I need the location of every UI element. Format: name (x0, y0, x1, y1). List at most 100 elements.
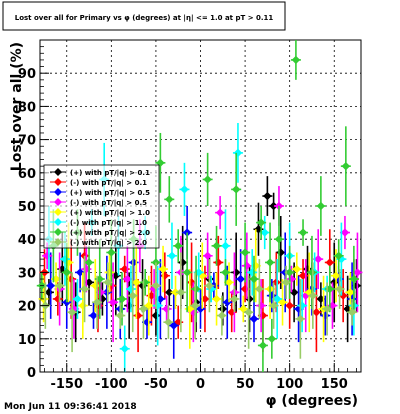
x-tick-label: 50 (236, 377, 254, 392)
data-point (314, 254, 323, 264)
data-point (265, 258, 275, 267)
data-point (129, 258, 138, 267)
data-point (240, 248, 250, 257)
data-point (123, 274, 132, 284)
data-point (190, 301, 200, 310)
legend: (+) with pT/|q| > 0.1(-) with pT/|q| > 0… (43, 164, 160, 249)
legend-entry-label: (+) with pT/|q| > 1.0 (70, 209, 150, 218)
data-point (230, 294, 239, 304)
data-point (292, 264, 301, 274)
data-point (285, 268, 294, 277)
y-tick-label: 0 (27, 366, 36, 381)
legend-entry-label: (+) with pT/|q| > 2.0 (70, 229, 150, 238)
y-axis-title: Lost over all (%) (9, 42, 25, 171)
data-point (316, 201, 326, 211)
data-point (353, 268, 362, 277)
data-point (341, 161, 351, 171)
data-point (269, 301, 278, 310)
data-point (239, 304, 248, 314)
data-point (308, 291, 318, 300)
data-point (84, 258, 94, 267)
data-point (62, 268, 71, 277)
legend-entry-label: (-) with pT/|q| > 0.5 (70, 199, 147, 208)
data-point (167, 251, 177, 260)
data-point (331, 271, 341, 280)
y-tick-label: 50 (18, 200, 36, 215)
data-point (203, 251, 212, 260)
data-point (312, 308, 321, 317)
data-point (149, 284, 159, 294)
data-point (267, 334, 277, 343)
data-point (217, 311, 227, 320)
data-point (171, 288, 180, 297)
legend-entry-label: (-) with pT/|q| > 1.0 (70, 219, 147, 228)
data-point (224, 278, 234, 287)
data-point (281, 278, 291, 287)
data-point (347, 308, 357, 317)
data-point (258, 341, 268, 350)
data-point (325, 258, 334, 267)
data-point (274, 235, 284, 244)
data-point (191, 284, 201, 294)
y-tick-label: 10 (18, 333, 36, 348)
data-point (346, 288, 355, 297)
data-point (223, 298, 232, 307)
legend-box (43, 164, 160, 249)
data-point (180, 185, 189, 194)
data-point (120, 344, 129, 353)
y-tick-label: 90 (18, 67, 36, 82)
y-tick-label: 60 (18, 167, 36, 182)
legend-entry-label: (-) with pT/|q| > 2.0 (70, 239, 147, 248)
legend-entry-label: (-) with pT/|q| > 0.1 (70, 179, 147, 188)
data-point (196, 304, 205, 314)
data-point (285, 301, 294, 310)
data-point (80, 284, 89, 294)
data-point (221, 268, 230, 277)
timestamp: Mon Jun 11 09:36:41 2018 (4, 402, 137, 412)
data-point (263, 191, 272, 201)
data-point (335, 284, 344, 294)
data-point (165, 195, 174, 204)
data-point (144, 301, 153, 310)
data-point (203, 175, 212, 184)
y-tick-label: 40 (18, 233, 36, 248)
y-tick-label: 20 (18, 300, 36, 315)
data-point (256, 218, 266, 227)
title-box (2, 1, 286, 31)
data-point (128, 291, 137, 300)
x-axis-title: φ (degrees) (266, 393, 358, 409)
data-point (249, 274, 259, 284)
data-point (132, 278, 141, 287)
data-point (307, 268, 317, 277)
data-point (107, 248, 116, 257)
data-point (322, 304, 332, 314)
data-point (260, 228, 269, 237)
data-point (103, 278, 112, 287)
data-point (296, 314, 305, 324)
data-point (244, 308, 253, 317)
y-tick-label: 80 (18, 100, 36, 115)
data-point (151, 281, 161, 290)
data-point (231, 185, 241, 194)
data-point (73, 294, 82, 304)
data-point (334, 251, 343, 260)
data-point (298, 228, 308, 237)
axis-ticks: -150 -100 -50 0 50 100 150 0 10 20 30 40 50 60 70 80 90 (18, 46, 357, 392)
data-point (212, 241, 221, 251)
data-point (117, 294, 127, 304)
chart-title: Lost over all for Primary vs φ (degrees)… (15, 14, 274, 23)
data-point (340, 228, 350, 237)
data-point (218, 304, 227, 314)
data-point (108, 298, 118, 307)
data-point (205, 281, 214, 290)
series-4 (38, 222, 356, 349)
data-point (349, 274, 359, 284)
data-point (174, 241, 183, 251)
data-point (269, 201, 278, 211)
data-point (46, 281, 55, 290)
data-point (158, 264, 168, 274)
data-point (255, 284, 264, 294)
data-point (164, 318, 173, 327)
x-tick-label: 150 (321, 377, 348, 392)
